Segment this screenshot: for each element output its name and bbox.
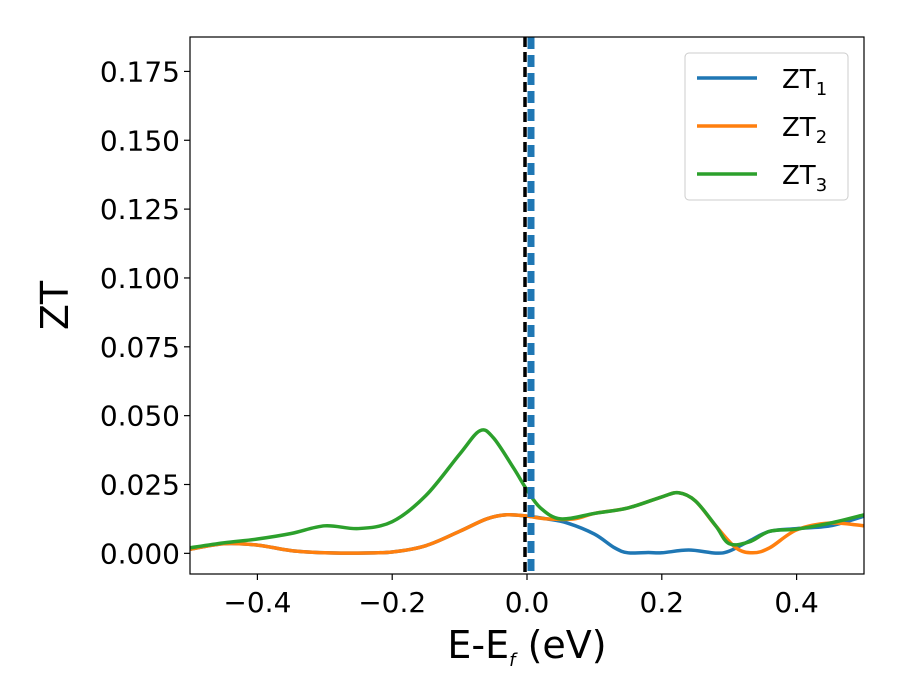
- x-axis-label-sub: f: [509, 650, 518, 671]
- y-tick-label: 0.100: [100, 262, 180, 295]
- y-tick-label: 0.125: [100, 193, 180, 226]
- y-tick-label: 0.050: [100, 400, 180, 433]
- legend-box: [684, 52, 849, 201]
- y-tick-label: 0.000: [100, 537, 180, 570]
- x-axis-label-unit: (eV): [515, 623, 606, 667]
- x-tick-label: −0.4: [223, 586, 291, 619]
- fermi-level-line: [523, 37, 535, 574]
- x-tick-label: 0.0: [505, 586, 550, 619]
- y-axis: 0.000 0.025 0.050 0.075 0.100 0.125 0.150 0.175: [100, 55, 190, 570]
- legend-label-zt1: ZT1: [782, 65, 827, 100]
- y-axis-label: ZT: [33, 280, 77, 330]
- legend-label-zt3: ZT3: [782, 161, 827, 196]
- series-lines: [190, 428, 864, 555]
- y-tick-label: 0.075: [100, 331, 180, 364]
- y-tick-label: 0.150: [100, 124, 180, 157]
- x-tick-label: −0.2: [358, 586, 426, 619]
- legend: ZT1 ZT2 ZT3: [684, 52, 849, 201]
- legend-label-zt2: ZT2: [782, 113, 827, 148]
- x-axis: −0.4 −0.2 0.0 0.2 0.4: [223, 574, 819, 619]
- x-axis-label: E-Ef (eV): [447, 623, 606, 671]
- x-tick-label: 0.4: [774, 586, 819, 619]
- series-line-zt2: [190, 490, 864, 555]
- x-tick-label: 0.2: [640, 586, 685, 619]
- y-tick-label: 0.025: [100, 469, 180, 502]
- x-axis-label-main: E-E: [447, 623, 509, 667]
- y-tick-label: 0.175: [100, 55, 180, 88]
- series-line-zt3: [190, 428, 864, 550]
